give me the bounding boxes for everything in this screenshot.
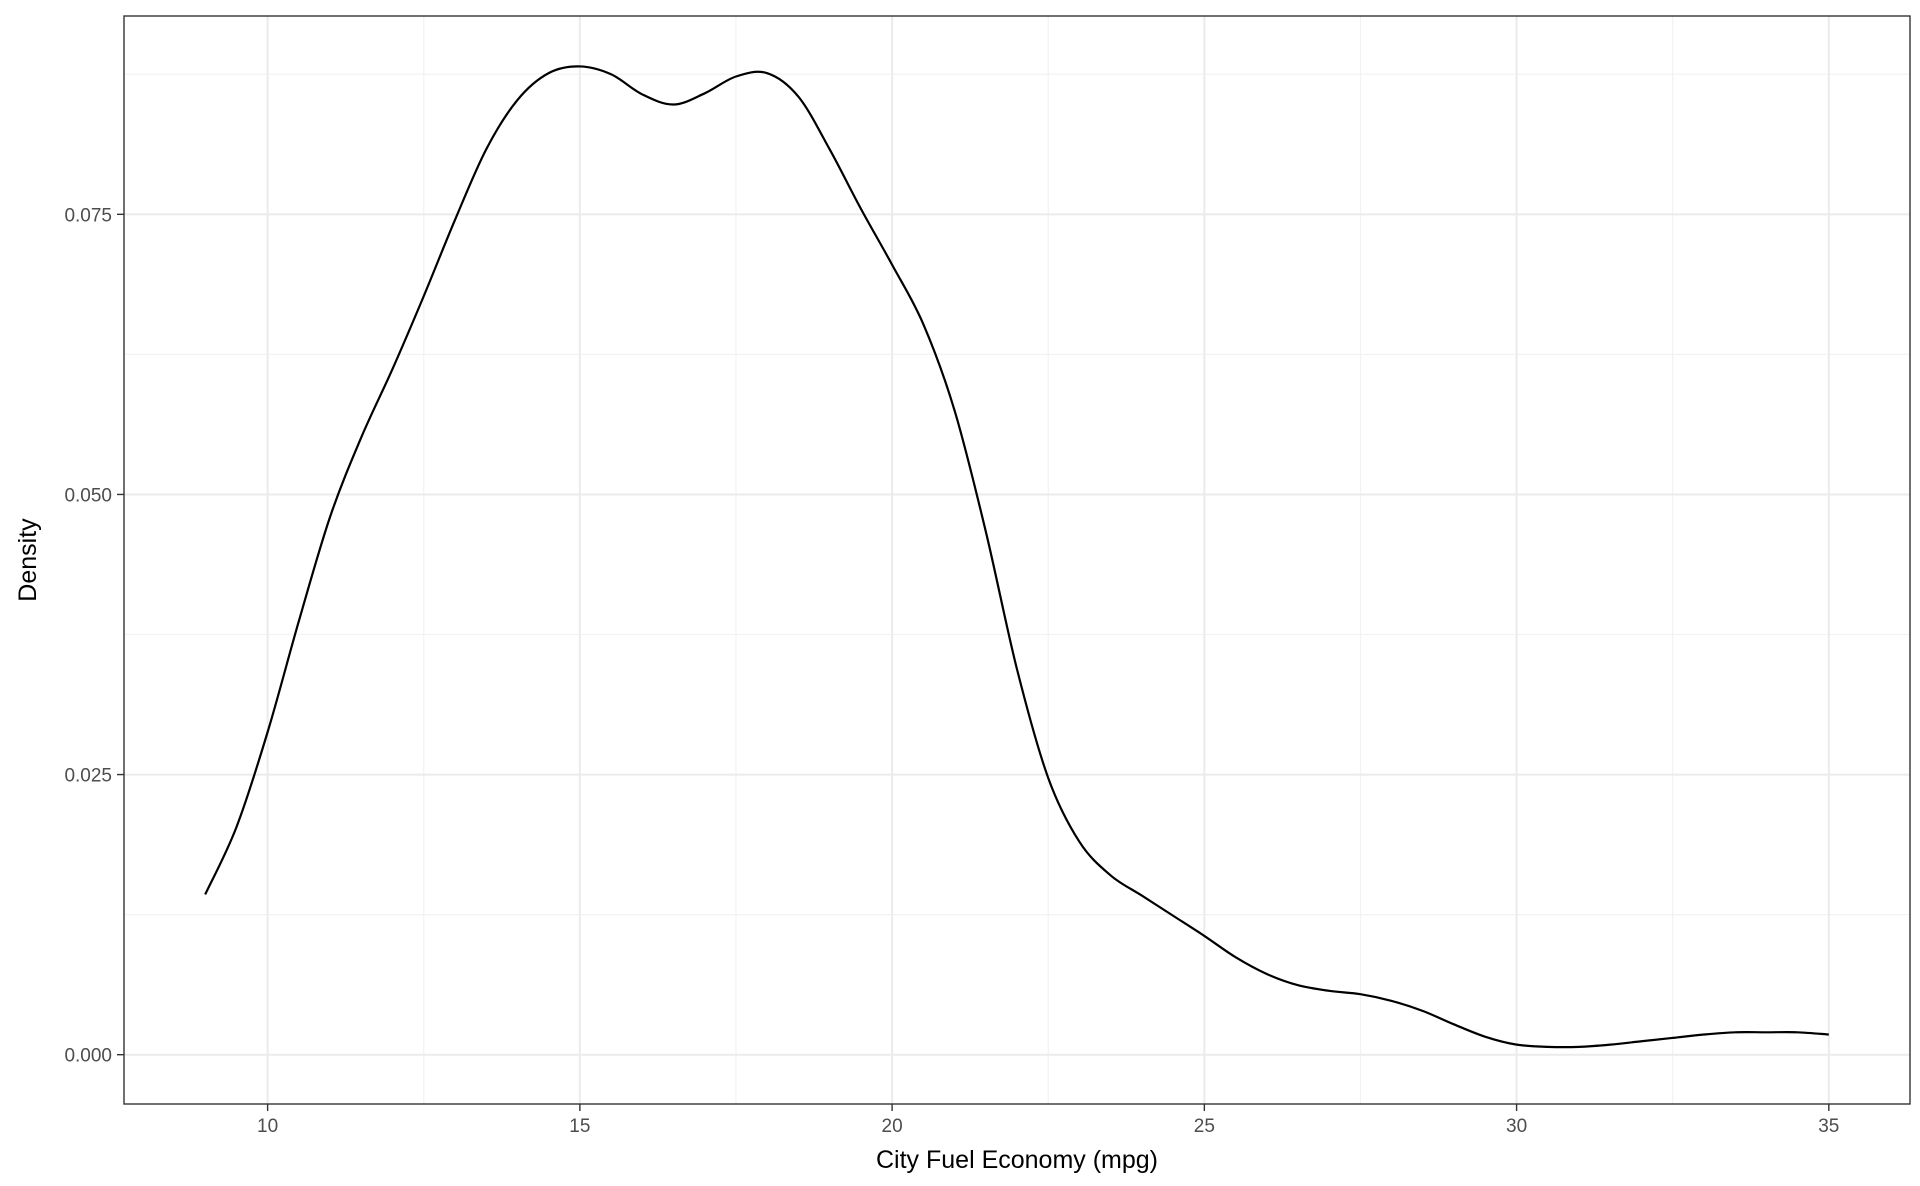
y-axis-ticks: 0.000 0.025 0.050 0.075 [64,205,124,1067]
x-tick-label: 20 [882,1116,903,1137]
x-tick-label: 25 [1194,1116,1215,1137]
x-tick-label: 15 [569,1116,590,1137]
x-axis-title: City Fuel Economy (mpg) [876,1146,1158,1174]
x-tick-label: 30 [1506,1116,1527,1137]
y-axis-title: Density [14,518,42,602]
minor-gridlines [124,16,1910,1104]
density-curve [204,65,1829,1049]
panel-border [123,15,1911,1105]
x-axis-ticks: 10 15 20 25 30 35 [257,1104,1839,1137]
x-tick-label: 10 [257,1116,278,1137]
y-tick-label: 0.025 [64,766,112,787]
x-tick-label: 35 [1818,1116,1839,1137]
y-tick-label: 0.000 [64,1046,112,1067]
y-tick-label: 0.050 [64,485,112,506]
y-tick-label: 0.075 [64,205,112,226]
major-gridlines [124,16,1910,1104]
